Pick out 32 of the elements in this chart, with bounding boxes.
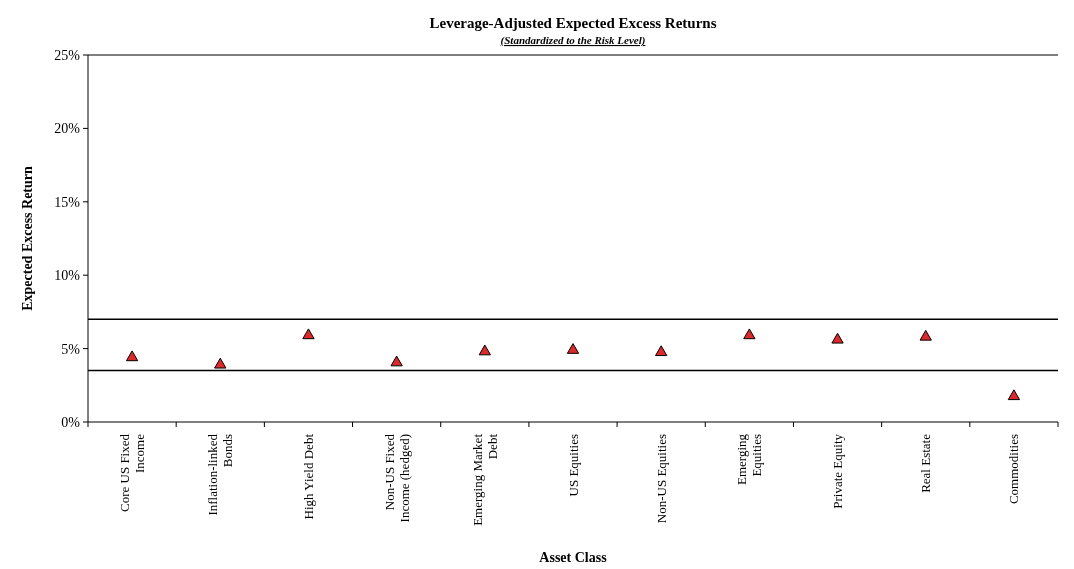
- x-tick-label: Inflation-linked Bonds: [205, 433, 236, 516]
- point: [831, 332, 844, 344]
- x-tick-label: Core US Fixed Income: [117, 433, 148, 512]
- x-tick-label: US Equities: [565, 434, 581, 497]
- y-tick-label: 25%: [54, 47, 81, 63]
- y-tick-label: 15%: [54, 194, 81, 210]
- point: [214, 357, 227, 369]
- y-tick-label: 10%: [54, 268, 81, 284]
- point: [125, 350, 139, 362]
- y-tick-label: 0%: [61, 414, 81, 430]
- x-tick-label: Emerging Market Debt: [469, 433, 500, 526]
- x-tick-label: Private Equity: [830, 433, 846, 509]
- x-tick-label: Non-US Equities: [653, 434, 669, 524]
- x-tick-label: Real Estate: [918, 433, 934, 493]
- y-tick-label: 20%: [54, 121, 81, 137]
- chart-subtitle: (Standardized to the Risk Level): [500, 34, 646, 47]
- x-tick-label: High Yield Debt: [301, 433, 316, 520]
- point: [655, 345, 668, 357]
- point: [302, 328, 315, 340]
- point: [566, 343, 580, 354]
- x-axis-title: Asset Class: [539, 550, 608, 565]
- y-tick-label: 5%: [61, 341, 81, 357]
- y-axis-title: Expected Excess Return: [20, 165, 35, 311]
- x-tick-label: Commodities: [1006, 434, 1022, 505]
- point: [1007, 389, 1021, 401]
- point: [919, 329, 932, 341]
- x-tick-label: Emerging Equities: [734, 433, 765, 486]
- chart-title: Leverage-Adjusted Expected Excess Returns: [429, 15, 717, 31]
- point: [743, 328, 756, 340]
- point: [478, 344, 491, 356]
- x-tick-label: Non-US Fixed Income (hedged): [381, 433, 412, 523]
- point: [390, 355, 403, 367]
